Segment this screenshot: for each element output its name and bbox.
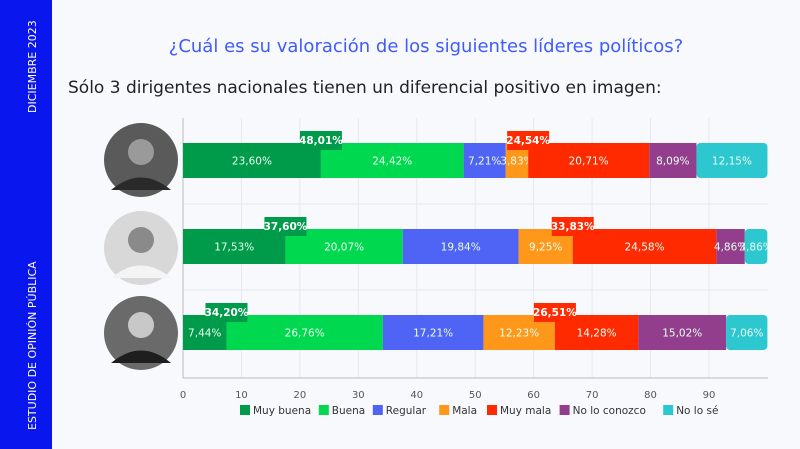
bar-segment-no-lo-sé xyxy=(744,229,768,264)
x-tick-label: 80 xyxy=(644,390,657,401)
bar-segment-muy-mala xyxy=(572,229,717,264)
negative-total-label: 33,83% xyxy=(551,221,595,233)
legend-item: Mala xyxy=(452,405,477,417)
positive-total-badge xyxy=(205,303,248,322)
bar-segment-label: 24,42% xyxy=(372,156,412,168)
positive-total-label: 48,01% xyxy=(299,135,343,147)
bar-segment-label: 7,06% xyxy=(730,328,763,340)
bar-segment-label: 7,21% xyxy=(468,156,501,168)
bar-segment-mala xyxy=(505,143,529,178)
x-tick-label: 30 xyxy=(352,390,365,401)
bar-segment-no-lo-sé xyxy=(696,143,768,178)
bar-segment-no-lo-sé xyxy=(726,315,768,350)
legend-item: No lo conozco xyxy=(573,405,646,417)
bar-segment-label: 4,86% xyxy=(714,242,747,254)
bar-segment-label: 3,83% xyxy=(500,156,533,168)
legend-swatch xyxy=(663,405,674,415)
page-title: ¿Cuál es su valoración de los siguientes… xyxy=(168,36,684,57)
bar-segment-label: 12,15% xyxy=(712,156,752,168)
bar-segment-label: 14,28% xyxy=(577,328,617,340)
bar-segment-regular xyxy=(382,315,484,350)
negative-total-label: 26,51% xyxy=(533,307,577,319)
legend-item: Regular xyxy=(386,405,427,417)
legend-item: Buena xyxy=(332,405,365,417)
legend-swatch xyxy=(439,405,450,415)
x-tick-label: 10 xyxy=(235,390,248,401)
leader-photo-face xyxy=(128,139,154,165)
leader-photo-body xyxy=(111,350,171,363)
negative-total-label: 24,54% xyxy=(506,135,550,147)
x-tick-label: 40 xyxy=(410,390,423,401)
bar-segment-no-lo-conozco xyxy=(649,143,697,178)
bar-segment-no-lo-conozco xyxy=(638,315,727,350)
negative-total-badge xyxy=(507,131,550,150)
bar-segment-buena xyxy=(320,143,464,178)
bar-segment-buena xyxy=(226,315,383,350)
x-tick-label: 60 xyxy=(527,390,540,401)
legend-swatch xyxy=(240,405,250,415)
leader-photo-face xyxy=(128,227,154,253)
negative-total-badge xyxy=(551,217,594,236)
bar-segment-label: 17,53% xyxy=(214,242,254,254)
bar-segment-label: 12,23% xyxy=(499,328,539,340)
legend-item: Muy buena xyxy=(253,405,311,417)
x-tick-label: 50 xyxy=(469,390,482,401)
page-subtitle: Sólo 3 dirigentes nacionales tienen un d… xyxy=(68,78,662,98)
leader-photo-face xyxy=(128,312,154,338)
bar-segment-label: 15,02% xyxy=(662,328,702,340)
bar-segment-regular xyxy=(463,143,506,178)
legend-swatch xyxy=(372,405,383,415)
bar-segment-label: 8,09% xyxy=(656,156,689,168)
x-tick-label: 0 xyxy=(180,390,186,401)
bar-segment-label: 23,60% xyxy=(232,156,272,168)
x-tick-label: 70 xyxy=(586,390,599,401)
legend-swatch xyxy=(487,405,497,415)
legend-item: No lo sé xyxy=(676,405,718,417)
bar-segment-label: 19,84% xyxy=(441,242,481,254)
leader-photo-body xyxy=(111,265,171,278)
negative-total-badge xyxy=(533,303,576,322)
x-tick-label: 20 xyxy=(294,390,307,401)
positive-total-label: 34,20% xyxy=(205,307,249,319)
bar-segment-label: 26,76% xyxy=(285,328,325,340)
leader-photo-body xyxy=(111,177,171,190)
bar-segment-label: 3,86% xyxy=(739,242,772,254)
bar-segment-muy-buena xyxy=(183,143,321,178)
x-tick-label: 90 xyxy=(703,390,716,401)
bar-segment-label: 24,58% xyxy=(625,242,665,254)
bar-segment-label: 20,71% xyxy=(569,156,609,168)
bar-segment-label: 17,21% xyxy=(413,328,453,340)
legend-item: Muy mala xyxy=(500,405,551,417)
positive-total-badge xyxy=(299,131,342,150)
legend-swatch xyxy=(559,405,570,415)
bar-segment-label: 7,44% xyxy=(188,328,221,340)
positive-total-badge xyxy=(264,217,307,236)
bar-segment-regular xyxy=(402,229,519,264)
bar-segment-label: 20,07% xyxy=(324,242,364,254)
sidebar: DICIEMBRE 2023 ESTUDIO DE OPINIÓN PÚBLIC… xyxy=(0,0,52,449)
bar-segment-no-lo-conozco xyxy=(716,229,745,264)
legend-swatch xyxy=(318,405,329,415)
positive-total-label: 37,60% xyxy=(264,221,308,233)
bar-segment-label: 9,25% xyxy=(529,242,562,254)
